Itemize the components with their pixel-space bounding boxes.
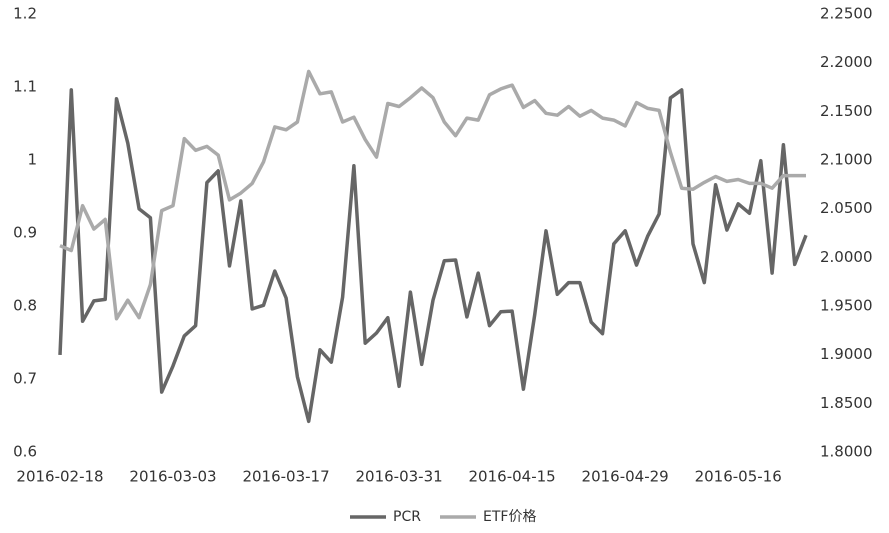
series-line (58, 88, 808, 424)
y2-tick-label: 2.2000 (820, 53, 873, 71)
x-tick-label: 2016-03-31 (355, 468, 442, 486)
y2-tick-label: 2.1000 (820, 151, 873, 169)
x-tick-label: 2016-03-17 (242, 468, 329, 486)
x-tick-label: 2016-05-16 (695, 468, 782, 486)
legend-label: PCR (393, 509, 421, 525)
y-tick-label: 0.7 (13, 370, 37, 388)
x-tick-label: 2016-04-29 (582, 468, 669, 486)
x-tick-label: 2016-02-18 (16, 468, 103, 486)
series-line (59, 69, 806, 321)
y2-tick-label: 2.1500 (820, 102, 873, 120)
y2-tick-label: 1.9500 (820, 297, 873, 315)
y2-tick-label: 2.2500 (820, 5, 873, 23)
y2-tick-label: 1.8000 (820, 443, 873, 461)
y-tick-label: 1.2 (13, 5, 37, 23)
x-tick-label: 2016-03-03 (129, 468, 216, 486)
y-tick-label: 0.6 (13, 443, 37, 461)
x-tick-label: 2016-04-15 (469, 468, 556, 486)
y-tick-label: 0.9 (13, 224, 37, 242)
y2-tick-label: 2.0500 (820, 199, 873, 217)
y-tick-label: 0.8 (13, 297, 37, 315)
y-tick-label: 1 (27, 151, 37, 169)
y2-tick-label: 1.8500 (820, 394, 873, 412)
y-tick-label: 1.1 (13, 78, 37, 96)
legend-label: ETF价格 (483, 509, 536, 525)
y2-tick-label: 1.9000 (820, 345, 873, 363)
y2-tick-label: 2.0000 (820, 248, 873, 266)
